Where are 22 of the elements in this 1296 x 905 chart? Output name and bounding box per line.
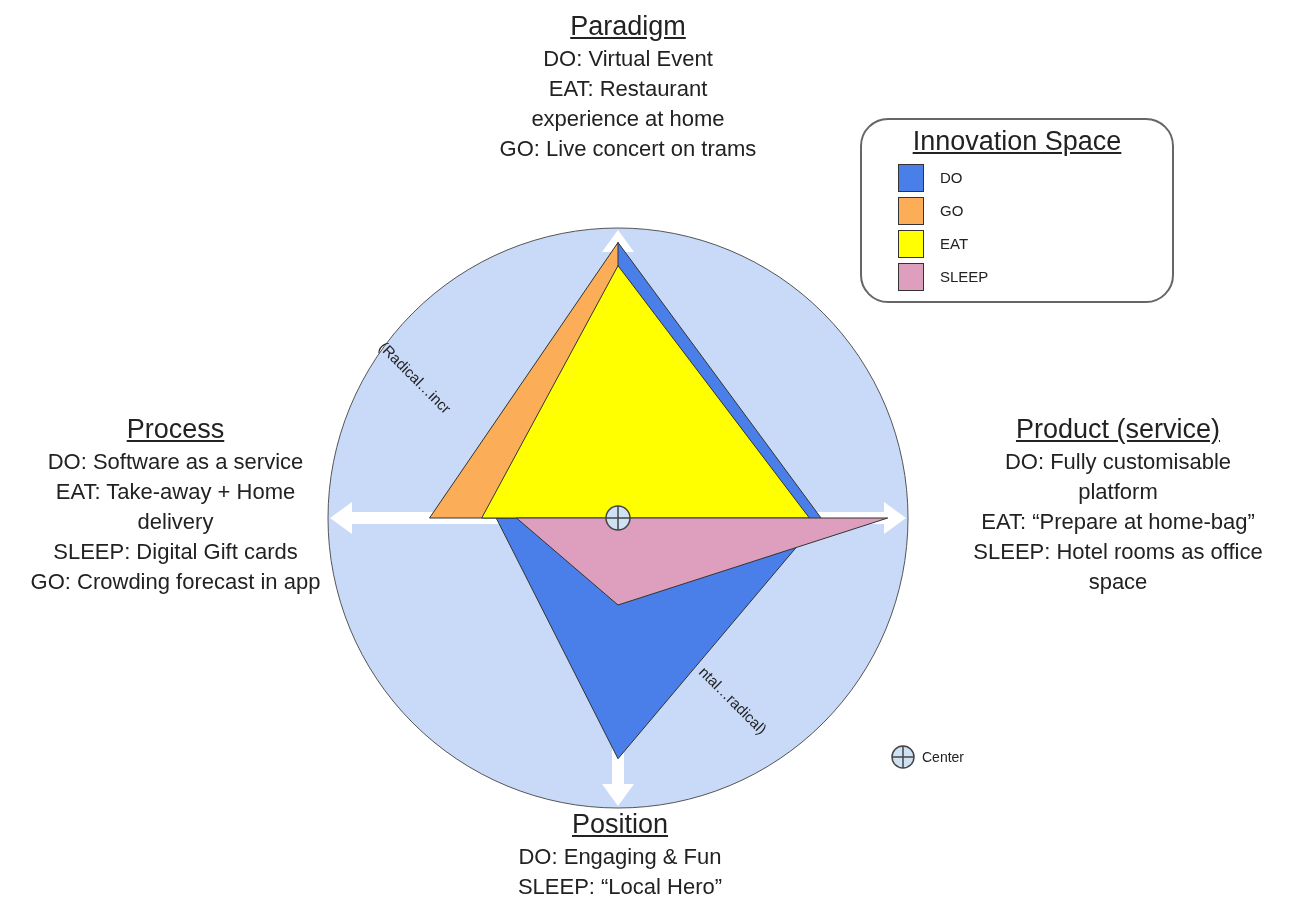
text: SLEEP: “Local Hero”	[517, 874, 723, 899]
text: SLEEP: Hotel rooms as office space	[973, 539, 1263, 594]
spoke-label: Product (service)	[1014, 413, 1222, 446]
text: GO: Crowding forecast in app	[30, 569, 321, 594]
legend-title: Innovation Space	[911, 126, 1123, 157]
text: DO: Software as a service	[47, 449, 304, 474]
legend-label: EAT	[940, 235, 969, 252]
text: EAT: Take-away + Home delivery	[55, 479, 296, 534]
text: GO: Live concert on trams	[499, 136, 757, 161]
text: DO: Engaging & Fun	[518, 844, 722, 869]
text: EAT: “Prepare at home-bag”	[981, 509, 1255, 534]
text: DO: Fully customisable platform	[1004, 449, 1232, 504]
text: EAT: Restaurant experience at home	[531, 76, 725, 131]
legend-label: GO	[940, 202, 964, 219]
spoke-label: Process	[125, 413, 226, 446]
spoke-label: Position	[570, 808, 670, 841]
text: DO: Virtual Event	[543, 46, 713, 71]
text: SLEEP: Digital Gift cards	[53, 539, 298, 564]
spoke-label: Paradigm	[569, 10, 687, 43]
text: Center	[922, 749, 965, 765]
legend-label: SLEEP	[940, 268, 989, 285]
legend-label: DO	[940, 169, 963, 186]
